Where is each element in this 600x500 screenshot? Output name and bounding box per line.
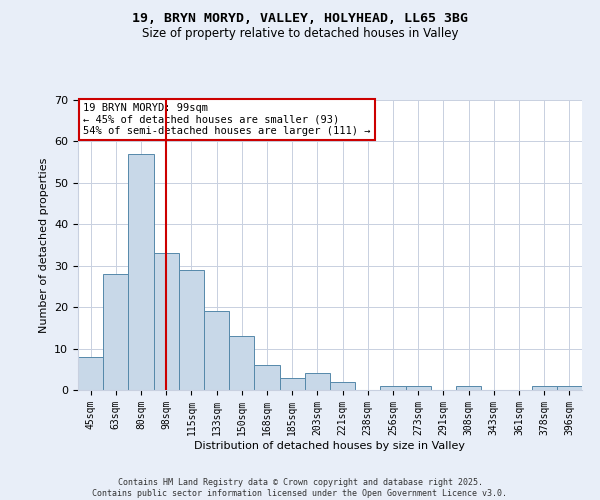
- Bar: [154, 254, 179, 390]
- Text: Contains HM Land Registry data © Crown copyright and database right 2025.
Contai: Contains HM Land Registry data © Crown c…: [92, 478, 508, 498]
- Text: Size of property relative to detached houses in Valley: Size of property relative to detached ho…: [142, 28, 458, 40]
- Bar: [128, 154, 154, 390]
- Bar: [456, 386, 481, 390]
- Bar: [305, 374, 330, 390]
- Text: 19 BRYN MORYD: 99sqm
← 45% of detached houses are smaller (93)
54% of semi-detac: 19 BRYN MORYD: 99sqm ← 45% of detached h…: [83, 103, 371, 136]
- Bar: [557, 386, 582, 390]
- Bar: [78, 357, 103, 390]
- Bar: [103, 274, 128, 390]
- Bar: [380, 386, 406, 390]
- Bar: [204, 312, 229, 390]
- Bar: [179, 270, 204, 390]
- Y-axis label: Number of detached properties: Number of detached properties: [38, 158, 49, 332]
- Bar: [254, 365, 280, 390]
- X-axis label: Distribution of detached houses by size in Valley: Distribution of detached houses by size …: [194, 440, 466, 450]
- Bar: [406, 386, 431, 390]
- Bar: [330, 382, 355, 390]
- Bar: [280, 378, 305, 390]
- Bar: [532, 386, 557, 390]
- Text: 19, BRYN MORYD, VALLEY, HOLYHEAD, LL65 3BG: 19, BRYN MORYD, VALLEY, HOLYHEAD, LL65 3…: [132, 12, 468, 26]
- Bar: [229, 336, 254, 390]
